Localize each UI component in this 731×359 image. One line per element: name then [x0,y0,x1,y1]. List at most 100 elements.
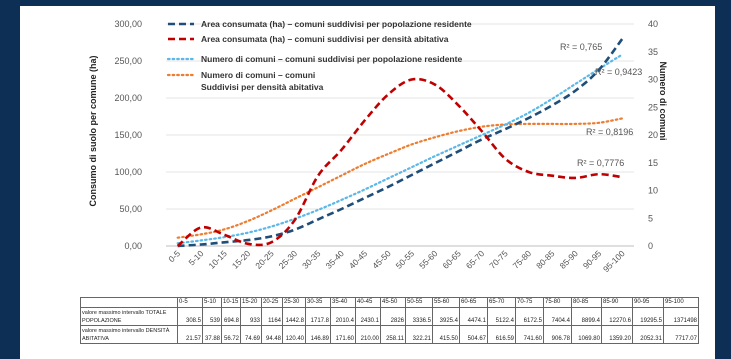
x-tick-label: 60-65 [440,248,463,271]
y-tick-label-left: 150,00 [114,130,142,140]
x-tick-label: 75-80 [511,248,534,271]
y-axis-right-ticks: 0 5 10 15 20 25 30 35 40 [648,19,658,251]
table-header-cell: 70-75 [515,297,544,308]
legend-label: Numero di comuni – comuni suddivisi per … [201,54,462,64]
table-cell: 1717.8 [305,307,331,326]
table-cell: 322.21 [405,325,433,344]
table-cell: 8899.4 [571,307,602,326]
table-cell: 1069.80 [571,325,602,344]
x-tick-label: 50-55 [394,248,417,271]
x-tick-label: 15-20 [230,248,253,271]
x-tick-label: 10-15 [206,248,229,271]
table-cell: 1442.8 [282,307,306,326]
series-line-count [176,117,624,239]
table-header-cell: 25-30 [282,297,306,308]
table-cell: 1371498 [663,307,699,326]
y-tick-label-left: 300,00 [114,19,142,29]
table-header-cell: 40-45 [355,297,381,308]
table-header-cell: 85-90 [601,297,633,308]
series-layer [176,38,624,248]
y-tick-label-right: 40 [648,19,658,29]
table-cell: 37.88 [202,325,222,344]
table-header-cell: 60-65 [459,297,488,308]
table-cell: 120.40 [282,325,306,344]
y-tick-label-left: 100,00 [114,167,142,177]
table-corner-cell [80,297,178,308]
table-cell: 4474.1 [459,307,488,326]
legend-label: Suddivisi per densità abitativa [201,82,324,92]
x-tick-label: 20-25 [253,248,276,271]
x-tick-label: 55-60 [417,248,440,271]
table-cell: 1164 [261,307,283,326]
table-header-cell: 75-80 [543,297,572,308]
table-cell: 616.59 [487,325,516,344]
table-cell: 19295.5 [632,307,664,326]
r2-label: R² = 0,765 [560,42,602,52]
table-cell: 694.8 [221,307,241,326]
r2-label: R² = 0,9423 [595,67,642,77]
table-header-cell: 30-35 [305,297,331,308]
y-tick-label-left: 200,00 [114,93,142,103]
table-cell: 210.00 [355,325,381,344]
table-header-cell: 50-55 [405,297,433,308]
table-cell: 2010.4 [330,307,356,326]
r2-label: R² = 0,8196 [586,127,633,137]
y-tick-label-right: 10 [648,186,658,196]
table-header-cell: 0-5 [177,297,203,308]
table-header-cell: 35-40 [330,297,356,308]
table-cell: 12270.6 [601,307,633,326]
y-tick-label-right: 5 [648,213,653,223]
y-tick-label-right: 0 [648,241,653,251]
table-header-row: 0-5 5-10 10-15 15-20 20-25 25-30 30-35 35-40 40-… [80,297,699,308]
row-label: valore massimo intervallo DENSITÀ ABITAT… [80,325,178,344]
table-cell: 258.11 [380,325,406,344]
table-header-cell: 55-60 [432,297,460,308]
legend-label: Area consumata (ha) – comuni suddivisi p… [201,19,472,29]
y-tick-label-right: 30 [648,75,658,85]
y-tick-label-right: 25 [648,102,658,112]
series-line-count [176,53,624,245]
data-table: 0-5 5-10 10-15 15-20 20-25 25-30 30-35 35-40 40-… [80,297,699,344]
y-tick-label-left: 0,00 [124,241,142,251]
table-cell: 21.57 [177,325,203,344]
table-header-cell: 10-15 [221,297,241,308]
table-cell: 906.78 [543,325,572,344]
table-cell: 3925.4 [432,307,460,326]
table-cell: 56.72 [221,325,241,344]
chart-svg: 0,00 50,00 100,00 150,00 200,00 250,00 30 0,00 … [88,19,668,274]
table-cell: 539 [202,307,222,326]
table-cell: 415.50 [432,325,460,344]
table-cell: 74.69 [240,325,262,344]
chart-frame: 0,00 50,00 100,00 150,00 200,00 250,00 30 0,00 … [20,6,715,359]
table-header-cell: 5-10 [202,297,222,308]
table-cell: 308.5 [177,307,203,326]
x-tick-label: 95-100 [601,248,627,274]
x-tick-label: 30-35 [300,248,323,271]
y-tick-label-right: 15 [648,158,658,168]
y-axis-right-title: Numero di comuni [658,61,668,140]
y-axis-left-ticks: 0,00 50,00 100,00 150,00 200,00 250,00 300,00 [114,19,142,251]
table-header-cell: 95-100 [663,297,699,308]
table-header-cell: 20-25 [261,297,283,308]
legend: Area consumata (ha) – comuni suddivisi p… [166,19,472,92]
table-cell: 504.67 [459,325,488,344]
table-cell: 6172.5 [515,307,544,326]
table-cell: 741.60 [515,325,544,344]
legend-label: Numero di comuni – comuni [201,70,315,80]
series-line-area [176,77,623,248]
table-cell: 171.60 [330,325,356,344]
table-header-cell: 90-95 [632,297,664,308]
table-cell: 94.48 [261,325,283,344]
x-tick-label: 40-45 [347,248,370,271]
y-tick-label-right: 35 [648,47,658,57]
y-tick-label-left: 250,00 [114,56,142,66]
y-tick-label-right: 20 [648,130,658,140]
row-label: valore massimo intervallo TOTALE POPOLAZ… [80,307,178,326]
x-tick-label: 35-40 [323,248,346,271]
table-header-cell: 65-70 [487,297,516,308]
x-tick-label: 85-90 [557,248,580,271]
table-header-cell: 15-20 [240,297,262,308]
x-tick-label: 5-10 [186,248,205,267]
table-cell: 7717.07 [663,325,699,344]
x-tick-label: 65-70 [464,248,487,271]
